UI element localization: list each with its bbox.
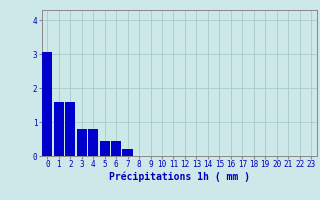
Bar — [65, 102, 76, 156]
Bar — [42, 52, 52, 156]
Bar — [88, 129, 98, 156]
Bar — [111, 141, 121, 156]
Bar — [76, 129, 87, 156]
Bar — [123, 149, 133, 156]
Bar — [54, 102, 64, 156]
X-axis label: Précipitations 1h ( mm ): Précipitations 1h ( mm ) — [109, 172, 250, 182]
Bar — [100, 141, 110, 156]
